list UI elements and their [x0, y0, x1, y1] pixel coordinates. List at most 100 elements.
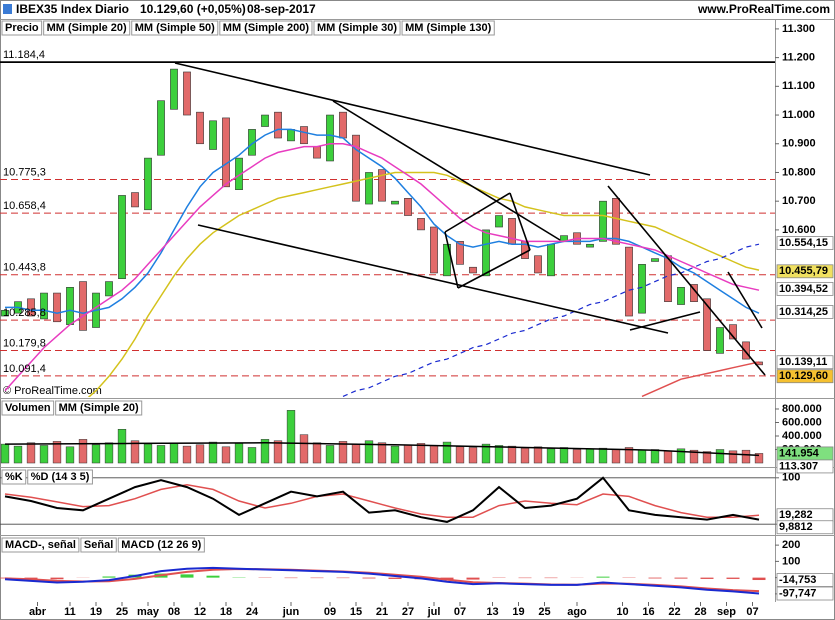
- histogram-bar: [466, 577, 480, 580]
- candle: [469, 266, 477, 274]
- volume-bar: [416, 443, 426, 464]
- last-value: 10.129,60: [779, 370, 828, 382]
- panel: [0, 61, 775, 397]
- x-tick-label: 07: [746, 606, 758, 618]
- level-label: 10.091,4: [3, 363, 46, 375]
- x-tick-label: 25: [116, 606, 128, 618]
- last-oscillator-box: [776, 520, 834, 535]
- candle: [508, 218, 516, 245]
- candle: [391, 200, 399, 205]
- x-tick-label: 15: [350, 606, 362, 618]
- candle: [287, 129, 295, 142]
- legend-entry: MACD-, señal: [5, 539, 76, 551]
- legend-entry: MM (Simple 130): [405, 22, 492, 34]
- last-macd: -97,747: [779, 587, 816, 599]
- moving-average: [4, 143, 760, 392]
- x-tick-label: 27: [402, 606, 414, 618]
- last-volume: 141.954: [779, 447, 820, 459]
- volume-bar: [468, 447, 478, 464]
- candle: [586, 243, 594, 248]
- volume-bar: [156, 445, 166, 464]
- candle: [326, 114, 334, 162]
- volume-bar: [403, 444, 413, 464]
- x-tick-label: 09: [324, 606, 336, 618]
- volume-bar: [572, 449, 582, 464]
- candle: [677, 287, 685, 305]
- volume-bar: [221, 446, 231, 464]
- x-tick-label: 16: [642, 606, 654, 618]
- candle: [274, 111, 282, 139]
- candle: [430, 226, 438, 274]
- volume-bar: [234, 443, 244, 464]
- candle: [235, 157, 243, 190]
- y-tick-label: 10.900: [782, 138, 816, 150]
- x-tick-label: 19: [512, 606, 524, 618]
- volume-bar: [26, 442, 36, 464]
- y-tick-label: 200: [782, 539, 800, 551]
- last-value-box: [776, 369, 834, 384]
- candle: [157, 100, 165, 156]
- last-average-box: [776, 459, 834, 474]
- last-value-box: [776, 305, 834, 319]
- panel: [0, 476, 775, 525]
- x-tick-label: ago: [567, 606, 587, 618]
- candle: [534, 255, 542, 274]
- last-macd: -14,753: [779, 574, 816, 586]
- period: Diario: [95, 2, 129, 16]
- volume-bar: [273, 440, 283, 464]
- volume-bar: [585, 448, 595, 464]
- level-label: 10.285,8: [3, 307, 46, 319]
- candle: [417, 218, 425, 231]
- volume-bar: [325, 445, 335, 464]
- oscillator-line: [4, 484, 760, 518]
- legend-box: [80, 537, 117, 553]
- level-label: 10.179,8: [3, 337, 46, 349]
- x-tick-label: jul: [427, 606, 441, 618]
- volume-bar: [338, 441, 348, 464]
- legend-box: [1, 20, 43, 36]
- x-tick-label: 22: [668, 606, 680, 618]
- x-tick-label: 13: [486, 606, 498, 618]
- candle: [248, 129, 256, 156]
- candle: [1, 309, 9, 317]
- y-tick-label: 800.000: [782, 403, 822, 415]
- x-tick-label: 28: [694, 606, 706, 618]
- candle: [404, 198, 412, 216]
- trendlines: [174, 62, 766, 376]
- legend-box: [401, 20, 495, 36]
- volume-bar: [689, 449, 699, 464]
- x-tick-label: 18: [220, 606, 232, 618]
- candle: [131, 192, 139, 208]
- histogram-bar: [50, 577, 64, 580]
- legend-entry: Señal: [84, 539, 113, 551]
- last-macd-box: [776, 586, 834, 601]
- volume-bar: [546, 448, 556, 464]
- legend-entry: MM (Simple 20): [59, 402, 139, 414]
- volume-bar: [728, 450, 738, 464]
- histogram-bar: [674, 577, 688, 579]
- legend-box: [43, 20, 131, 36]
- volume-bar: [741, 449, 751, 464]
- y-tick-label: 10.700: [782, 195, 816, 207]
- y-tick-label: 400.000: [782, 430, 822, 442]
- volume-bar: [598, 447, 608, 464]
- x-tick-label: jun: [282, 606, 300, 618]
- macd-line: [4, 566, 760, 595]
- volume-bar: [611, 449, 621, 464]
- legend-box: [27, 469, 93, 485]
- candle: [66, 287, 74, 325]
- volume-bar: [650, 449, 660, 464]
- x-tick-label: 19: [90, 606, 102, 618]
- volume-bar: [13, 445, 23, 464]
- volume-bar: [663, 450, 673, 464]
- volume-bar: [0, 443, 10, 464]
- histogram-bar: [206, 575, 220, 578]
- level-label: 10.658,4: [3, 200, 46, 212]
- candle: [352, 134, 360, 202]
- candle: [183, 71, 191, 116]
- date: 08-sep-2017: [247, 2, 316, 16]
- candle: [144, 157, 152, 211]
- last-value-box: [776, 281, 834, 296]
- icon: [3, 4, 12, 14]
